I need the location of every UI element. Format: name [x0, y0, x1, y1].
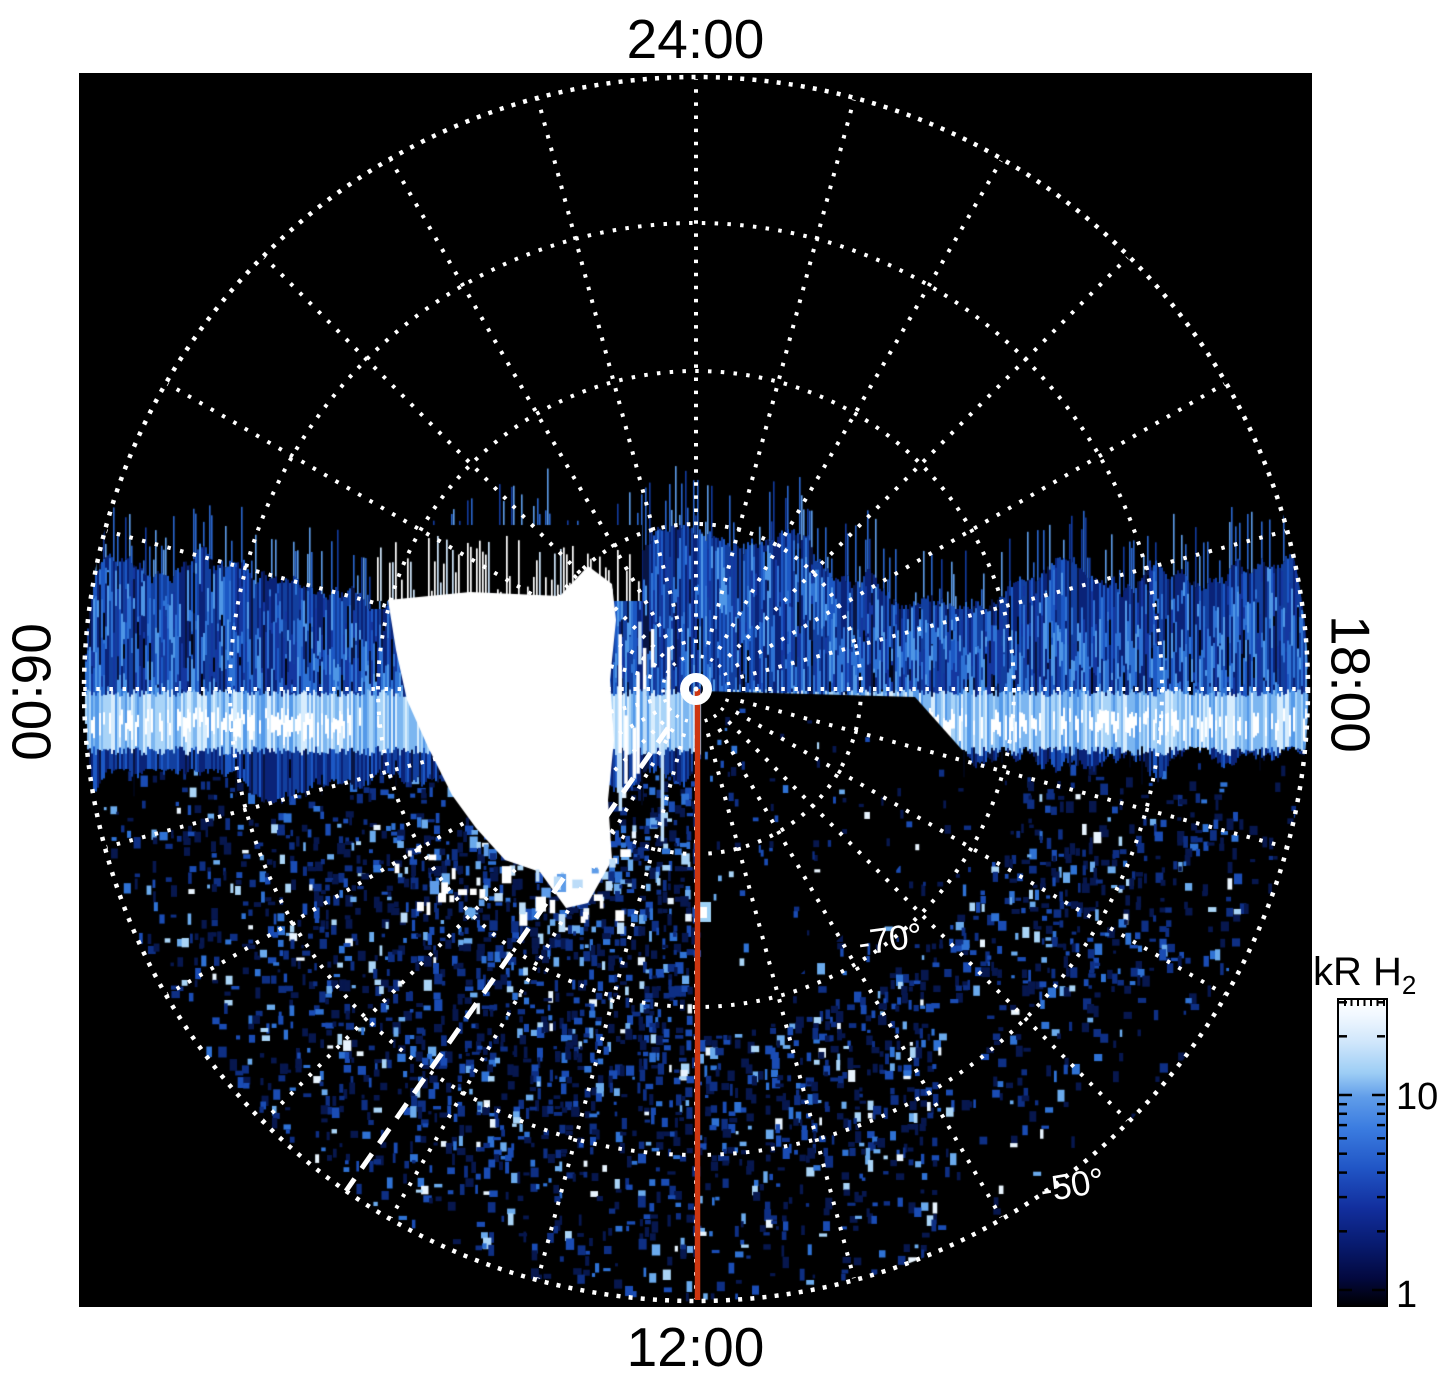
hour-spoke [389, 727, 675, 1219]
hour-spoke [536, 99, 687, 646]
hour-spoke [705, 99, 856, 646]
colorbar [1337, 998, 1388, 1307]
colorbar-title-subscript: 2 [1401, 970, 1417, 1000]
hour-label-2400: 24:00 [626, 8, 765, 70]
hour-label-0600: 06:00 [0, 623, 63, 761]
hour-spoke [727, 720, 1129, 1122]
colorbar-tick-label-1: 1 [1396, 1274, 1418, 1316]
dashed-meridian-line [343, 726, 671, 1193]
pole-marker-dot [693, 686, 699, 692]
hour-spoke [389, 159, 675, 651]
colorbar-title-text: kR H [1313, 950, 1402, 994]
hour-spoke [106, 529, 653, 680]
hour-spoke [739, 529, 1286, 680]
hour-spoke [166, 710, 658, 996]
hour-spoke [263, 256, 665, 658]
hour-spoke [106, 698, 653, 849]
hour-spoke [727, 256, 1129, 658]
hour-spoke [705, 732, 856, 1279]
hour-label-1200: 12:00 [626, 1316, 765, 1378]
lat-label--70: -70° [855, 915, 925, 964]
hour-spoke [166, 382, 658, 668]
hour-spoke [263, 720, 665, 1122]
hour-spoke [717, 159, 1003, 651]
hour-spoke [739, 698, 1286, 849]
grid-overlay [80, 74, 1312, 1304]
plot-area: -70° -50° [79, 73, 1312, 1307]
hour-spoke [734, 382, 1226, 668]
colorbar-tick-label-10: 10 [1396, 1076, 1439, 1118]
colorbar-ticks [1339, 1000, 1385, 1292]
hour-spoke [734, 710, 1226, 996]
hour-spoke [536, 732, 687, 1279]
hour-spoke [717, 727, 1003, 1219]
colorbar-title: kR H2 [1313, 950, 1416, 998]
pole-marker-ring [680, 673, 712, 705]
hour-label-1800: 18:00 [1319, 615, 1382, 753]
